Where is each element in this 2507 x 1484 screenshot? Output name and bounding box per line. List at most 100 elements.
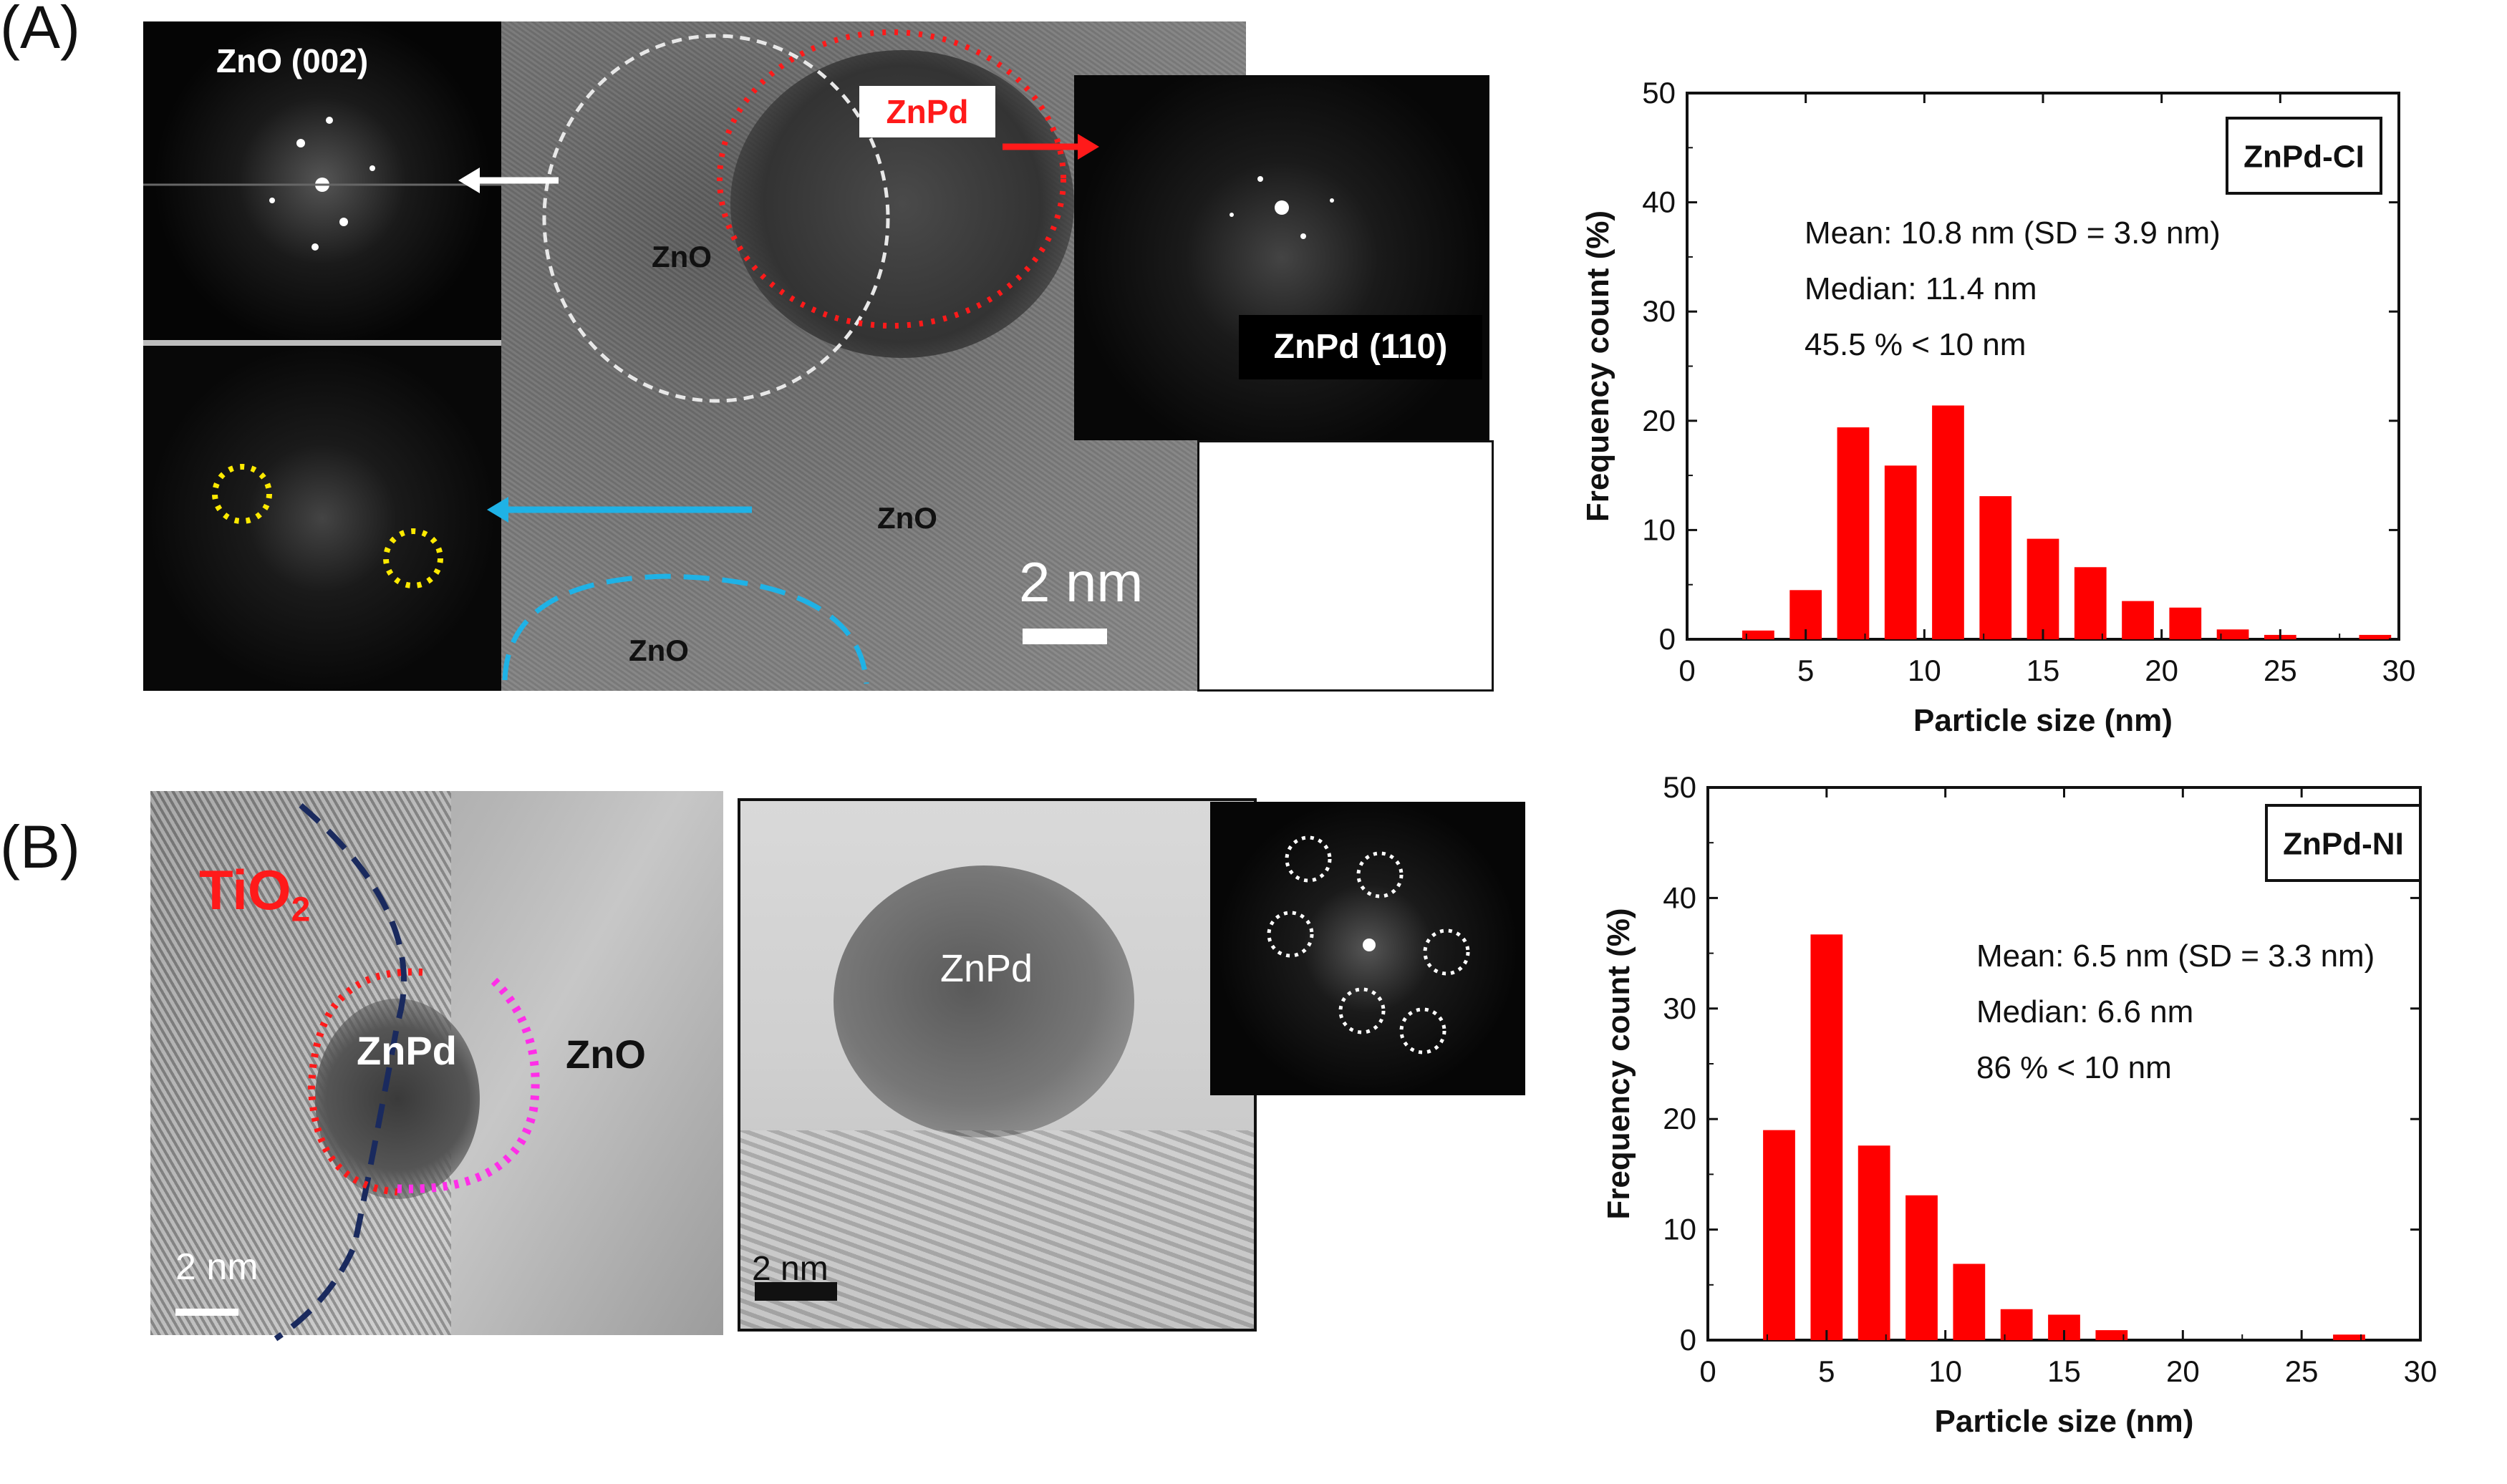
panel-letter-b: (B) xyxy=(0,813,80,881)
magenta-dotted-boundary xyxy=(390,977,540,1193)
y-tick-label: 30 xyxy=(1663,991,1696,1025)
label-zno-right: ZnO xyxy=(877,501,937,535)
bar xyxy=(2095,1330,2128,1340)
y-tick-label: 30 xyxy=(1642,294,1676,328)
stats-line: 86 % < 10 nm xyxy=(1976,1050,2172,1085)
histogram-znpd-ci: 0 5 10 15 20 25 30 0 10 20 30 40 50 Particle size (nm… xyxy=(1580,76,2416,738)
white-dashed-circle xyxy=(542,34,890,403)
tio2-text: TiO xyxy=(199,858,291,921)
red-dotted-circle xyxy=(717,29,1066,329)
fft-spot xyxy=(1230,213,1234,217)
bar xyxy=(1884,465,1917,639)
stats-line: 45.5 % < 10 nm xyxy=(1805,327,2026,362)
legend-label: ZnPd-NI xyxy=(2283,827,2404,862)
label-scale-a: 2 nm xyxy=(1019,551,1144,614)
bar xyxy=(1858,1145,1890,1340)
bar xyxy=(2216,629,2249,639)
legend-box xyxy=(2226,117,2382,195)
y-tick-label: 0 xyxy=(1680,1323,1696,1357)
red-dotted-boundary xyxy=(307,968,423,1196)
tio2-subscript: 2 xyxy=(291,891,311,929)
stats-line: Mean: 6.5 nm (SD = 3.3 nm) xyxy=(1976,939,2375,974)
bar xyxy=(2169,607,2202,639)
fft-center-spot xyxy=(1363,939,1376,951)
histogram-znpd-ni: 0 5 10 15 20 25 30 0 10 20 30 40 50 Particle size (nm… xyxy=(1601,770,2438,1439)
bar xyxy=(2333,1334,2365,1340)
fft-spot xyxy=(311,243,319,251)
label-zno-bottom: ZnO xyxy=(629,634,689,667)
x-tick-label: 5 xyxy=(1797,654,1814,687)
bar xyxy=(1763,1130,1795,1340)
label-tio2: TiO2 xyxy=(199,858,310,930)
label-znpd-110-box: ZnPd (110) xyxy=(1239,315,1482,379)
x-tick-label: 25 xyxy=(2285,1354,2319,1388)
x-tick-label: 15 xyxy=(2027,654,2060,687)
stats-line: Mean: 10.8 nm (SD = 3.9 nm) xyxy=(1805,215,2221,251)
label-znpd-red-tag: ZnPd xyxy=(859,86,995,137)
fft-spot xyxy=(269,198,275,203)
white-dotted-circle xyxy=(1285,835,1332,883)
scale-bar-b-right xyxy=(755,1282,837,1301)
y-tick-label: 20 xyxy=(1642,404,1676,437)
fft-zno-bottom xyxy=(143,346,501,691)
x-tick-label: 20 xyxy=(2166,1354,2200,1388)
fft-spot xyxy=(1275,200,1289,215)
white-arrow-head xyxy=(458,168,480,193)
legend-label: ZnPd-CI xyxy=(2243,140,2364,175)
fft-spot xyxy=(369,165,375,171)
panel-b-left-overlay xyxy=(175,802,540,1342)
y-axis-label: Frequency count (%) xyxy=(1601,908,1636,1219)
label-scale-b-right: 2 nm xyxy=(752,1250,829,1288)
y-tick-label: 40 xyxy=(1663,881,1696,914)
white-dotted-circle xyxy=(1399,1007,1446,1054)
y-tick-label: 10 xyxy=(1642,513,1676,546)
x-axis-label: Particle size (nm) xyxy=(1935,1404,2194,1439)
tem-image-b-right xyxy=(738,798,1257,1332)
white-dotted-circle xyxy=(1267,911,1314,958)
x-tick-label: 0 xyxy=(1699,1354,1716,1388)
fft-b-overlay xyxy=(1267,835,1470,1054)
label-znpd-b-right: ZnPd xyxy=(940,947,1033,990)
bar xyxy=(2074,567,2107,639)
fft-spot xyxy=(326,117,333,124)
y-tick-label: 50 xyxy=(1642,76,1676,110)
white-dotted-circle xyxy=(1338,987,1386,1034)
label-scale-b-left: 2 nm xyxy=(175,1246,259,1288)
stats-line: Median: 11.4 nm xyxy=(1805,271,2037,306)
bar xyxy=(1953,1264,1986,1340)
scale-bar-b-left xyxy=(175,1309,238,1316)
bar xyxy=(1742,630,1774,639)
fft-spot xyxy=(1257,176,1263,182)
panel-a-overlay xyxy=(143,29,1334,684)
white-dotted-circle xyxy=(1423,928,1470,976)
x-tick-label: 10 xyxy=(1908,654,1941,687)
fft-spot xyxy=(296,139,305,147)
label-zno-center: ZnO xyxy=(652,240,712,273)
bar xyxy=(2122,601,2154,639)
stats-line: Median: 6.6 nm xyxy=(1976,994,2193,1029)
x-tick-label: 10 xyxy=(1928,1354,1962,1388)
bar xyxy=(1905,1195,1938,1340)
blue-arrow-head xyxy=(487,497,508,523)
panel-letter-a: (A) xyxy=(0,0,80,61)
x-tick-label: 30 xyxy=(2382,654,2416,687)
fft-spot xyxy=(1330,198,1334,203)
label-znpd-b-left: ZnPd xyxy=(357,1028,457,1073)
y-tick-label: 10 xyxy=(1663,1213,1696,1246)
x-tick-label: 25 xyxy=(2264,654,2297,687)
red-arrow-head xyxy=(1078,134,1099,160)
y-tick-label: 50 xyxy=(1663,770,1696,804)
white-dotted-circle xyxy=(1356,851,1404,898)
label-zno-002: ZnO (002) xyxy=(216,42,369,79)
legend-box xyxy=(2265,804,2422,882)
x-tick-label: 30 xyxy=(2404,1354,2438,1388)
x-tick-label: 15 xyxy=(2047,1354,2081,1388)
bar xyxy=(1837,427,1870,639)
bar xyxy=(2359,634,2392,639)
yellow-dotted-circle xyxy=(212,464,272,524)
bar xyxy=(1979,496,2012,639)
x-tick-label: 0 xyxy=(1678,654,1695,687)
bar xyxy=(1810,934,1843,1340)
fft-divider xyxy=(143,340,501,346)
blank-box xyxy=(1197,440,1494,692)
